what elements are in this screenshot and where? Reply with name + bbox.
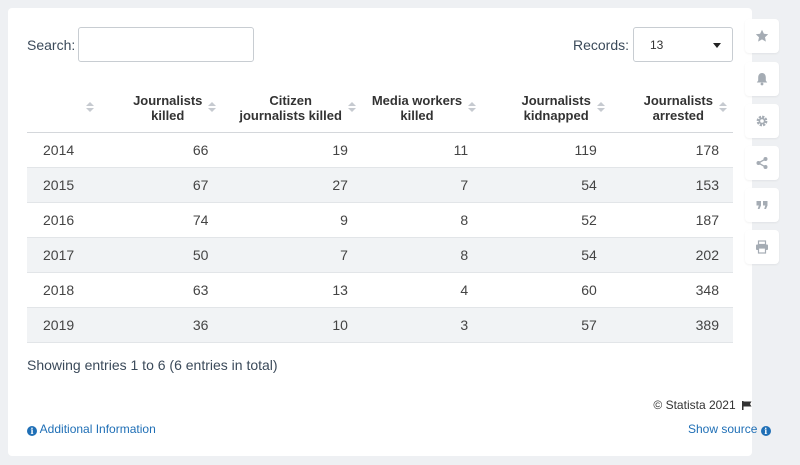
cell-journalists-kidnapped: 52: [482, 202, 611, 238]
print-button[interactable]: [745, 230, 779, 264]
info-icon: i: [27, 426, 37, 436]
cell-media-workers-killed: 4: [361, 272, 483, 308]
show-source-link[interactable]: Show source i: [688, 422, 771, 436]
cell-journalists-killed: 66: [100, 132, 223, 168]
cell-journalists-arrested: 153: [610, 167, 733, 203]
table-row: 2018 63 13 4 60 348: [27, 272, 733, 308]
copyright: © Statista 2021: [452, 398, 752, 412]
column-header-year[interactable]: [27, 83, 101, 133]
sort-icon: [468, 102, 477, 114]
flag-icon[interactable]: [742, 401, 752, 410]
quote-icon: [756, 201, 768, 209]
cell-journalists-killed: 63: [100, 272, 223, 308]
cell-media-workers-killed: 11: [361, 132, 483, 168]
column-header-journalists-arrested[interactable]: Journalists arrested: [610, 83, 733, 133]
additional-information-label: Additional Information: [39, 422, 156, 436]
table-row: 2017 50 7 8 54 202: [27, 237, 733, 273]
show-source-label: Show source: [688, 422, 758, 436]
statistic-card: Search: Records: 13 Journalists killed Ci…: [8, 8, 752, 456]
cell-year: 2014: [27, 132, 101, 168]
star-icon: [755, 29, 769, 42]
cell-media-workers-killed: 8: [361, 202, 483, 238]
bell-icon: [756, 73, 768, 86]
cell-citizen-journalists-killed: 10: [222, 307, 362, 343]
additional-information-link[interactable]: i Additional Information: [27, 422, 156, 436]
share-button[interactable]: [745, 146, 779, 180]
notification-button[interactable]: [745, 62, 779, 96]
records-select[interactable]: 13: [633, 27, 733, 62]
search-input[interactable]: [78, 27, 254, 62]
cell-journalists-killed: 36: [100, 307, 223, 343]
cell-journalists-arrested: 187: [610, 202, 733, 238]
cell-journalists-arrested: 389: [610, 307, 733, 343]
settings-button[interactable]: [745, 104, 779, 138]
cell-citizen-journalists-killed: 9: [222, 202, 362, 238]
records-label: Records:: [573, 37, 630, 53]
cell-journalists-arrested: 202: [610, 237, 733, 273]
cell-media-workers-killed: 8: [361, 237, 483, 273]
table-header-row: Journalists killed Citizen journalists kil…: [27, 83, 733, 133]
cell-journalists-kidnapped: 60: [482, 272, 611, 308]
cell-year: 2018: [27, 272, 101, 308]
cell-year: 2015: [27, 167, 101, 203]
cell-journalists-kidnapped: 54: [482, 167, 611, 203]
cell-citizen-journalists-killed: 13: [222, 272, 362, 308]
table-row: 2016 74 9 8 52 187: [27, 202, 733, 238]
sort-icon: [347, 102, 356, 114]
entries-info: Showing entries 1 to 6 (6 entries in tot…: [27, 357, 278, 373]
share-icon: [756, 157, 768, 169]
column-header-media-workers-killed[interactable]: Media workers killed: [361, 83, 483, 133]
sort-icon: [596, 102, 605, 114]
cell-year: 2016: [27, 202, 101, 238]
caret-down-icon: [713, 43, 721, 48]
records-select-value: 13: [650, 38, 664, 52]
cell-journalists-killed: 74: [100, 202, 223, 238]
data-table: Journalists killed Citizen journalists kil…: [27, 83, 733, 343]
info-icon: i: [760, 426, 771, 436]
table-row: 2014 66 19 11 119 178: [27, 132, 733, 168]
cell-journalists-kidnapped: 57: [482, 307, 611, 343]
sort-icon: [719, 102, 727, 114]
sort-icon: [86, 102, 95, 114]
cell-journalists-kidnapped: 119: [482, 132, 611, 168]
column-header-journalists-killed[interactable]: Journalists killed: [100, 83, 223, 133]
gear-icon: [756, 115, 768, 127]
cell-media-workers-killed: 3: [361, 307, 483, 343]
cite-button[interactable]: [745, 188, 779, 222]
print-icon: [756, 240, 768, 254]
cell-journalists-arrested: 348: [610, 272, 733, 308]
favorite-button[interactable]: [745, 19, 779, 53]
column-header-citizen-journalists-killed[interactable]: Citizen journalists killed: [222, 83, 362, 133]
column-header-journalists-kidnapped[interactable]: Journalists kidnapped: [482, 83, 611, 133]
cell-year: 2017: [27, 237, 101, 273]
cell-year: 2019: [27, 307, 101, 343]
table-row: 2015 67 27 7 54 153: [27, 167, 733, 203]
cell-journalists-arrested: 178: [610, 132, 733, 168]
cell-journalists-killed: 67: [100, 167, 223, 203]
cell-journalists-kidnapped: 54: [482, 237, 611, 273]
search-label: Search:: [27, 37, 76, 53]
sort-icon: [208, 102, 217, 114]
cell-citizen-journalists-killed: 7: [222, 237, 362, 273]
cell-citizen-journalists-killed: 19: [222, 132, 362, 168]
cell-citizen-journalists-killed: 27: [222, 167, 362, 203]
table-row: 2019 36 10 3 57 389: [27, 307, 733, 343]
cell-journalists-killed: 50: [100, 237, 223, 273]
cell-media-workers-killed: 7: [361, 167, 483, 203]
copyright-text: © Statista 2021: [653, 398, 736, 412]
